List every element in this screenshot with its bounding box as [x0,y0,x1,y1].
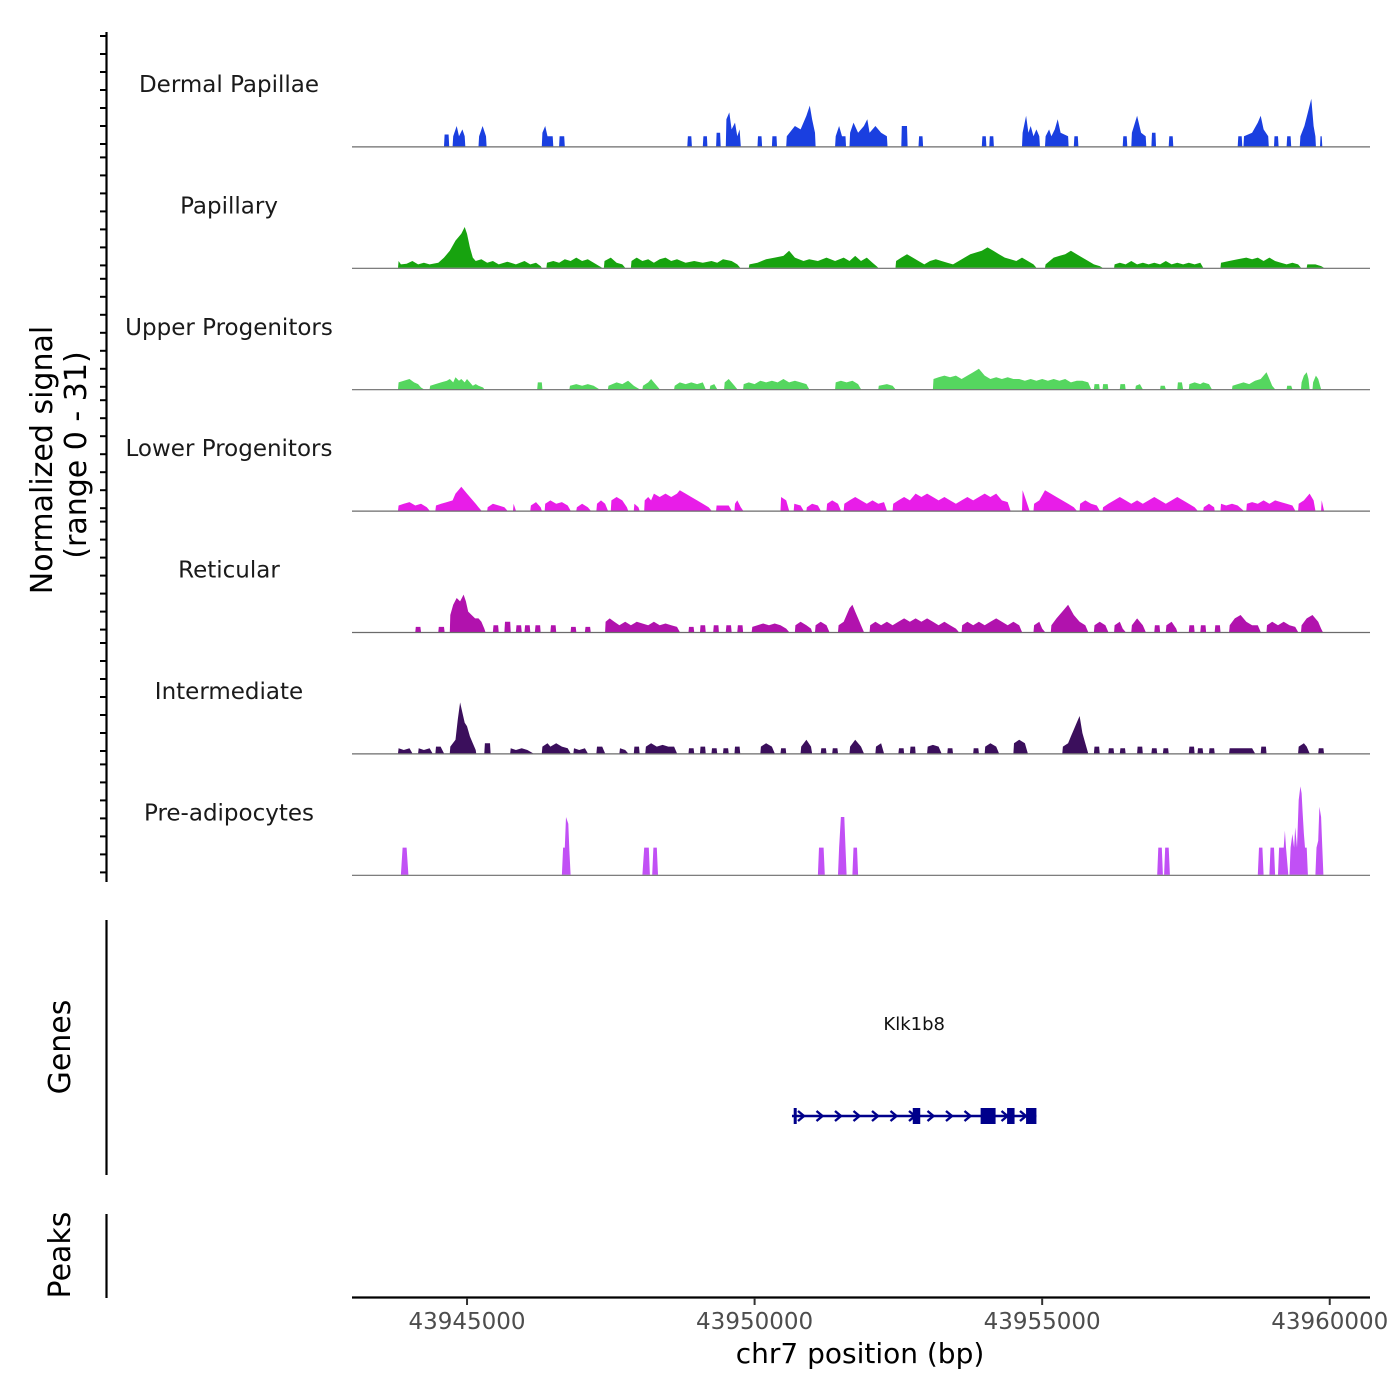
strand-arrow [797,1110,806,1122]
strand-arrow [1019,1110,1028,1122]
strand-arrow [889,1110,899,1122]
genes-axis-title: Genes [43,1000,78,1095]
coverage-tracks: Dermal Papillae Papillary Upper Progenitor… [125,72,1370,876]
track-label-reticular: Reticular [178,558,280,584]
gene-track: Klk1b8 [791,1014,1037,1124]
strand-arrow [926,1110,936,1122]
x-axis-ticks: 43945000 43950000 43955000 43960000 [408,1298,1388,1335]
track-label-lower-progenitors: Lower Progenitors [126,436,333,462]
x-axis-title: chr7 position (bp) [736,1337,985,1370]
track-upper-progenitors: Upper Progenitors [125,315,1370,391]
strand-arrow [852,1110,862,1122]
x-tick-label: 43955000 [984,1309,1101,1335]
coverage-area-lower-progenitors [352,486,1370,511]
track-label-upper-progenitors: Upper Progenitors [125,315,333,341]
coverage-area-intermediate [352,702,1370,754]
track-reticular: Reticular [178,558,1370,634]
track-papillary: Papillary [180,193,1370,269]
track-lower-progenitors: Lower Progenitors [126,436,1370,512]
signal-axis-ticks [100,35,106,874]
coverage-area-papillary [352,227,1370,268]
exon [980,1108,996,1124]
coverage-area-dermal-papillae [352,98,1370,147]
gene-label: Klk1b8 [883,1014,945,1035]
exon [1007,1108,1015,1124]
exon [793,1108,797,1124]
x-axis: 43945000 43950000 43955000 43960000 [352,1296,1388,1335]
strand-arrow [963,1110,973,1122]
strand-arrow [871,1110,880,1122]
track-label-pre-adipocytes: Pre-adipocytes [144,800,314,826]
strand-arrow [945,1110,954,1122]
track-pre-adipocytes: Pre-adipocytes [144,786,1370,876]
left-axes [100,32,108,1298]
track-label-intermediate: Intermediate [155,679,303,705]
coverage-area-reticular [352,594,1370,632]
coverage-area-pre-adipocytes [352,786,1370,875]
x-tick-label: 43950000 [696,1309,813,1335]
track-intermediate: Intermediate [155,679,1370,755]
x-tick-label: 43960000 [1271,1309,1388,1335]
strand-arrow [834,1110,843,1122]
track-dermal-papillae: Dermal Papillae [139,72,1370,148]
x-tick-label: 43945000 [408,1309,525,1335]
strand-arrow [815,1110,825,1122]
coverage-area-upper-progenitors [352,368,1370,390]
peaks-axis-title: Peaks [43,1212,78,1299]
exon [912,1108,921,1124]
y-axis-title-line1: Normalized signal [25,326,60,594]
track-label-dermal-papillae: Dermal Papillae [139,72,319,98]
y-axis-title-line2: (range 0 - 31) [59,351,94,558]
track-label-papillary: Papillary [180,193,278,219]
exon [1026,1108,1037,1124]
